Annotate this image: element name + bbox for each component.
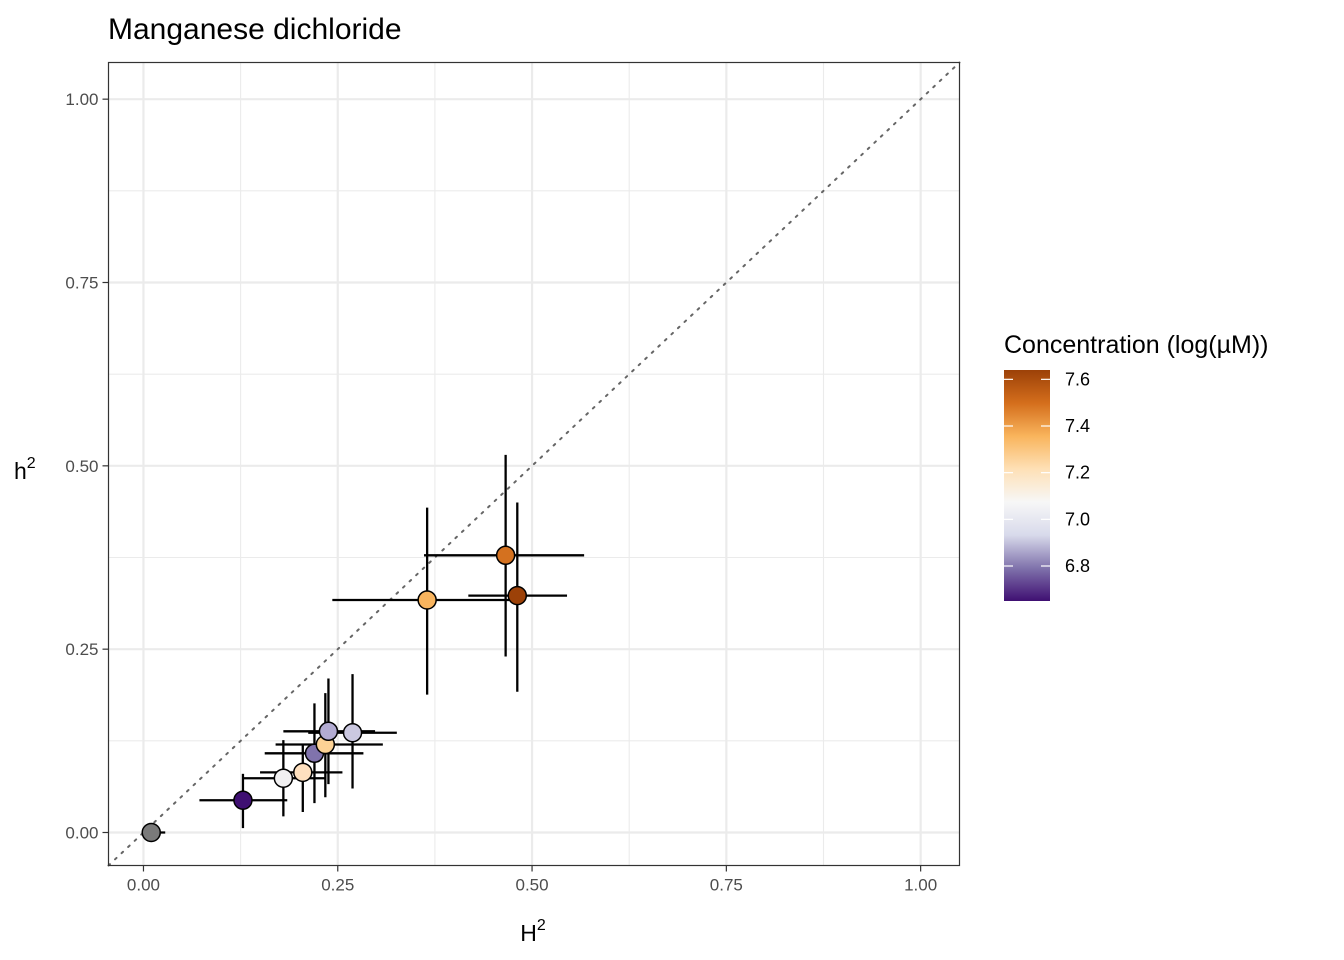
reference-line [107,61,961,867]
x-tick-label: 0.00 [127,876,160,895]
chart-title: Manganese dichloride [108,13,402,46]
data-point [507,585,528,606]
y-axis-title: h2 [14,455,36,484]
reference-line-group [107,61,961,867]
colorbar-label: 7.4 [1065,416,1090,436]
data-point [273,768,294,788]
x-tick-label: 0.25 [321,876,354,895]
minor-gridlines [108,62,960,866]
data-point [233,790,253,810]
y-axis: 0.00 0.25 0.50 0.75 1.00 [65,90,109,843]
y-tick-label: 1.00 [65,90,98,109]
colorbar-label: 6.8 [1065,556,1090,576]
x-tick-label: 0.50 [516,876,549,895]
data-point [342,723,363,743]
legend-title: Concentration (log(µM)) [1004,331,1269,359]
colorbar [1004,370,1050,601]
x-axis-title-base: H [520,920,537,946]
data-point [417,590,437,610]
y-tick-label: 0.25 [65,640,98,659]
colorbar-label: 7.6 [1065,369,1090,389]
y-tick-label: 0.75 [65,274,98,293]
data-point [141,822,161,843]
plot-panel-border [107,61,961,867]
data-point [293,762,313,783]
colorbar-label: 7.2 [1065,463,1090,483]
colorbar-label: 7.0 [1065,509,1090,529]
y-tick-label: 0.00 [65,824,98,843]
y-tick-label: 0.50 [65,457,98,476]
y-axis-title-superscript: 2 [27,455,36,472]
data-point [495,545,516,566]
data-points [141,545,528,843]
x-tick-label: 1.00 [904,876,937,895]
colorbar-ticks: 6.8 7.0 7.2 7.4 7.6 [1004,369,1090,576]
y-axis-title-base: h [14,458,27,484]
data-point [318,721,339,742]
x-axis-title: H2 [520,917,546,946]
x-axis: 0.00 0.25 0.50 0.75 1.00 [127,865,937,895]
x-axis-title-superscript: 2 [537,917,546,934]
colorbar-legend: Concentration (log(µM)) 6.8 7.0 7.2 7.4 7.6 [1004,331,1269,601]
x-tick-label: 0.75 [710,876,743,895]
